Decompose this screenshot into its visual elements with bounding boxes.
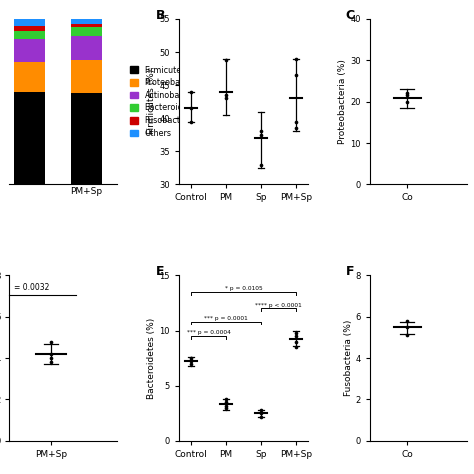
Bar (71, 27, 102, 36)
Point (292, 343, 300, 351)
Point (403, 323, 411, 331)
Point (292, 338, 300, 346)
Text: B: B (155, 9, 165, 22)
Point (187, 354, 195, 362)
Point (257, 131, 265, 138)
Point (47, 358, 55, 366)
Bar (14, 19, 45, 26)
Point (187, 357, 195, 365)
Point (403, 317, 411, 325)
Point (257, 128, 265, 135)
Bar (14, 39, 45, 62)
Y-axis label: Proteobacteria (%): Proteobacteria (%) (338, 59, 347, 144)
Point (257, 410, 265, 417)
Text: F: F (346, 265, 354, 278)
Point (403, 98, 411, 106)
Point (292, 118, 300, 125)
Point (187, 360, 195, 367)
Bar (14, 62, 45, 92)
Point (222, 91, 230, 99)
Point (47, 354, 55, 362)
Point (292, 332, 300, 340)
Bar (71, 93, 102, 184)
Y-axis label: Firmicutes (%): Firmicutes (%) (147, 69, 156, 134)
Text: = 0.0032: = 0.0032 (14, 283, 49, 292)
Bar (71, 36, 102, 60)
Y-axis label: Bacteroidetes (%): Bacteroidetes (%) (147, 318, 156, 399)
Text: * p = 0.0105: * p = 0.0105 (225, 286, 263, 292)
Point (403, 91, 411, 99)
Point (187, 356, 195, 364)
Point (222, 395, 230, 403)
Text: E: E (155, 265, 164, 278)
Point (403, 90, 411, 97)
Text: *** p = 0.0004: *** p = 0.0004 (187, 330, 230, 336)
Point (292, 55, 300, 63)
Point (403, 332, 411, 339)
Point (292, 72, 300, 79)
Legend: Firmicutes, Proteobacteria, Actinobacteria, Bacteroidetes, Fusobacteria, Others: Firmicutes, Proteobacteria, Actinobacter… (130, 65, 204, 138)
Point (257, 161, 265, 168)
Point (187, 104, 195, 112)
Bar (71, 60, 102, 93)
Point (222, 402, 230, 410)
Point (222, 404, 230, 411)
Point (257, 406, 265, 414)
Point (222, 95, 230, 102)
Text: C: C (346, 9, 355, 22)
Point (187, 88, 195, 96)
Text: **** p < 0.0001: **** p < 0.0001 (255, 303, 302, 308)
Point (187, 118, 195, 125)
Bar (14, 92, 45, 184)
Bar (14, 26, 45, 30)
Point (257, 413, 265, 420)
Point (222, 56, 230, 64)
Point (292, 329, 300, 337)
Point (292, 124, 300, 132)
Y-axis label: Fusobacteria (%): Fusobacteria (%) (344, 320, 353, 396)
Point (222, 399, 230, 406)
Text: *** p = 0.0001: *** p = 0.0001 (204, 316, 248, 321)
Point (47, 350, 55, 358)
Bar (71, 19, 102, 24)
Bar (71, 24, 102, 27)
Bar (14, 30, 45, 39)
Point (47, 338, 55, 346)
